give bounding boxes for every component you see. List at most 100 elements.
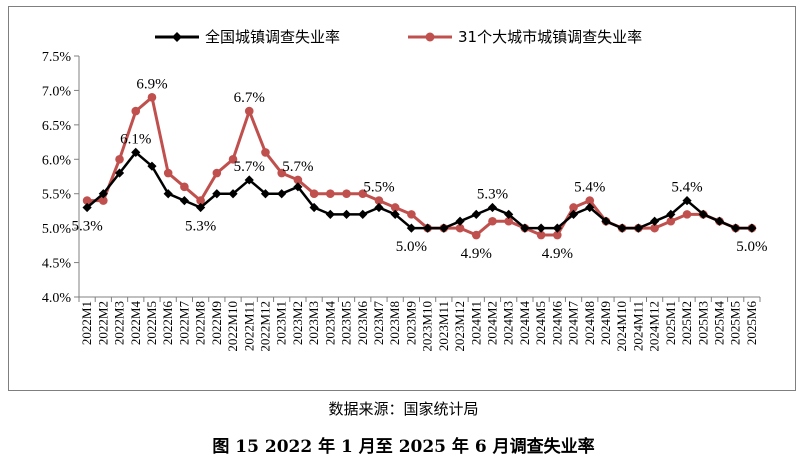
series-2-point [504, 216, 513, 226]
series-2-point [374, 196, 384, 205]
x-tick-label: 2024M9 [598, 301, 613, 345]
legend-label: 31个大城市城镇调查失业率 [458, 28, 642, 46]
data-label: 5.4% [574, 180, 605, 196]
series-1-point [309, 202, 319, 213]
series-2-point [228, 154, 238, 164]
series-1-point [455, 216, 465, 226]
x-tick-label: 2022M5 [144, 301, 159, 345]
series-1-point [471, 209, 481, 219]
series-2-point [358, 189, 368, 199]
series-1-point [277, 189, 287, 199]
x-tick-label: 2025M2 [679, 301, 694, 345]
series-2-point [407, 210, 416, 219]
x-tick-label: 2023M12 [452, 301, 467, 352]
x-tick-label: 2024M8 [582, 301, 597, 345]
series-2-point [99, 196, 108, 205]
series-2-point [553, 230, 562, 240]
x-tick-label: 2024M1 [468, 301, 483, 345]
series-1-point [536, 223, 546, 233]
x-tick-label: 2023M8 [387, 301, 402, 345]
series-2-point [277, 168, 286, 178]
x-tick-label: 2024M2 [484, 301, 499, 345]
x-tick-label: 2024M5 [533, 301, 548, 345]
series-2-point [147, 93, 157, 102]
legend-marker [425, 32, 435, 42]
series-1-point [487, 202, 498, 213]
series-2-point [180, 182, 189, 192]
series-1-point [617, 223, 627, 233]
series-1-point [439, 223, 449, 233]
data-label: 6.9% [136, 76, 167, 92]
series-1-point [244, 175, 254, 185]
data-label: 5.3% [477, 186, 508, 202]
series-2-point [471, 230, 481, 240]
series-2-point [585, 196, 595, 205]
x-tick-label: 2022M11 [241, 301, 256, 351]
series-2-point [650, 223, 659, 233]
x-tick-label: 2025M1 [663, 301, 678, 345]
series-1-point [520, 223, 530, 233]
x-tick-label: 2023M10 [420, 301, 435, 352]
series-1-point [114, 168, 125, 178]
series-2-point [131, 106, 141, 116]
series-2-point [115, 154, 124, 164]
series-1-point [504, 209, 514, 219]
x-tick-label: 2023M4 [322, 301, 337, 346]
data-label: 5.0% [396, 239, 427, 255]
x-tick-label: 2024M6 [549, 301, 564, 346]
x-tick-label: 2022M10 [225, 301, 240, 352]
series-1-point [196, 202, 206, 213]
series-1-point [390, 209, 400, 219]
x-tick-label: 2023M1 [274, 301, 289, 345]
x-tick-label: 2023M5 [339, 301, 354, 345]
series-1-point [601, 216, 611, 226]
data-label: 4.9% [542, 246, 573, 262]
series-1-point [568, 209, 579, 219]
series-1-point [585, 202, 595, 213]
y-tick-label: 6.0% [42, 153, 72, 168]
series-2-point [82, 196, 92, 205]
data-label: 5.3% [185, 218, 216, 234]
figure-caption: 图 15 2022 年 1 月至 2025 年 6 月调查失业率 [212, 437, 595, 457]
x-tick-label: 2023M11 [436, 301, 451, 351]
series-1-point [731, 223, 741, 233]
x-tick-label: 2023M2 [290, 301, 305, 345]
series-2-point [261, 148, 270, 157]
series-1-point [131, 147, 141, 157]
line-chart: 4.0%4.5%5.0%5.5%6.0%6.5%7.0%7.5%2022M1 20… [42, 28, 768, 352]
series-1-point [374, 202, 384, 213]
series-2-point [488, 216, 497, 226]
y-tick-label: 5.0% [42, 222, 72, 237]
x-tick-label: 2024M3 [501, 301, 516, 345]
data-label: 5.0% [736, 239, 767, 255]
x-tick-label: 2022M6 [160, 301, 175, 346]
series-line-2 [87, 95, 752, 237]
y-tick-label: 7.0% [42, 84, 72, 99]
series-1-point [666, 209, 676, 219]
series-1-point [98, 189, 108, 199]
x-tick-label: 2024M12 [647, 301, 662, 352]
data-label: 6.7% [234, 90, 265, 106]
series-1-point [633, 223, 643, 233]
series-1-point [698, 209, 708, 219]
legend-label: 全国城镇调查失业率 [205, 28, 340, 46]
x-tick-label: 2025M4 [711, 301, 726, 346]
series-1-point [163, 189, 173, 199]
series-1-point [552, 223, 562, 233]
series-1-point [212, 189, 222, 199]
series-1-point [650, 216, 660, 226]
data-label: 4.9% [461, 246, 492, 262]
x-tick-label: 2022M4 [128, 301, 143, 346]
chart-frame: 4.0% 4.5% 5.0% 5.5% 6.0% 6.5% 7.0% 7.5% 2022M1 20… [8, 6, 796, 391]
series-2-point [666, 216, 676, 226]
legend-marker [172, 32, 182, 42]
series-1-point [82, 202, 92, 213]
x-tick-label: 2025M6 [744, 301, 759, 346]
x-tick-label: 2022M2 [95, 301, 110, 345]
x-tick-label: 2024M10 [614, 301, 629, 352]
series-1-point [179, 196, 189, 206]
series-2-point [536, 230, 546, 240]
x-tick-label: 2023M9 [403, 301, 418, 345]
series-1-point [714, 216, 725, 226]
source-note: 数据来源：国家统计局 [328, 400, 479, 418]
